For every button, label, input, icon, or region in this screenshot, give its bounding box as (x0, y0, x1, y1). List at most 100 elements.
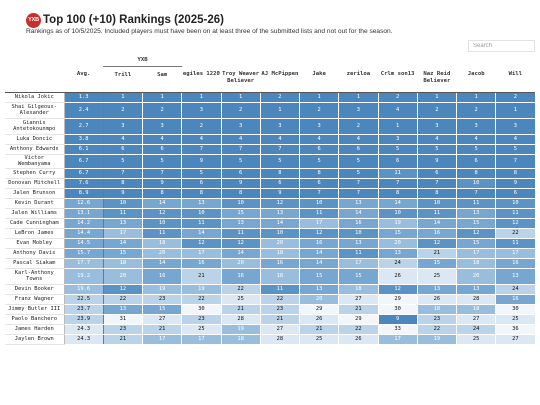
rank-cell: 2 (221, 102, 261, 119)
avg-rank-cell: 24.3 (64, 324, 104, 335)
table-row: Shai Gilgeous-Alexander 2.4 2 2 3 2 1 2 3 4 2 2 1 (5, 102, 535, 119)
rank-cell: 5 (142, 154, 183, 169)
avg-rank-cell: 19.6 (64, 284, 104, 295)
rank-cell: 25 (181, 324, 222, 335)
column-header-sam[interactable]: Sam (142, 66, 182, 93)
table-row: Stephen Curry 6.7 7 7 5 6 8 8 5 11 6 8 8 (5, 168, 535, 179)
rank-cell: 6 (417, 168, 458, 179)
rank-cell: 22 (221, 284, 261, 295)
rank-cell: 25 (299, 334, 340, 345)
avg-rank-cell: 15.7 (64, 248, 104, 259)
rank-cell: 3 (260, 118, 301, 135)
player-name: Anthony Davis (5, 248, 65, 259)
rank-cell: 10 (338, 228, 379, 239)
rank-cell: 2 (378, 92, 418, 103)
column-header-avg[interactable]: Avg. (64, 66, 104, 93)
rank-cell: 14 (299, 248, 340, 259)
rank-cell: 22 (417, 324, 458, 335)
rank-cell: 3 (299, 118, 340, 135)
column-header-jake[interactable]: Jake (299, 66, 339, 93)
table-row: Jimmy Butler III 23.7 13 15 30 21 23 29 21 30 18 18… (5, 304, 535, 315)
rank-cell: 14 (103, 238, 144, 249)
rank-cell: 10 (456, 178, 497, 189)
table-body: Nikola Jokic 1.3 1 1 1 1 2 1 1 2 1 1 2 Shai Gilgeous-… (5, 92, 535, 345)
rank-cell: 3 (142, 118, 183, 135)
column-header-zeriloa[interactable]: zeriloa (338, 66, 379, 93)
rank-cell: 26 (417, 294, 458, 305)
rank-cell: 10 (181, 208, 222, 219)
rank-cell: 4 (378, 102, 418, 119)
rank-cell: 6 (378, 154, 418, 169)
rank-cell: 22 (495, 228, 535, 239)
rank-cell: 3 (417, 118, 458, 135)
table-row: James Harden 24.3 23 21 25 19 27 21 22 33 22 24 36 (5, 324, 535, 335)
rank-cell: 28 (221, 314, 261, 325)
rank-cell: 25 (456, 334, 497, 345)
avg-rank-cell: 13.1 (64, 208, 104, 219)
rank-cell: 11 (495, 238, 535, 249)
column-header-naz[interactable]: Naz Reid Believer (417, 66, 457, 93)
rank-cell: 13 (495, 268, 535, 285)
rank-cell: 13 (103, 218, 144, 229)
rank-cell: 7 (338, 188, 379, 199)
rank-cell: 1 (495, 102, 535, 119)
rank-cell: 13 (103, 304, 144, 315)
search-input[interactable] (468, 40, 535, 52)
rank-cell: 13 (221, 218, 261, 229)
rank-cell: 4 (181, 134, 222, 145)
rank-cell: 5 (378, 144, 418, 155)
rank-cell: 1 (417, 92, 458, 103)
rank-cell: 26 (378, 268, 418, 285)
rank-cell: 14 (299, 258, 340, 269)
rank-cell: 7 (221, 144, 261, 155)
rank-cell: 31 (103, 314, 144, 325)
column-header-trill[interactable]: Trill (103, 66, 143, 93)
column-header-row: Avg. Trill Sam egiles 1220 Troy Weaver B… (5, 66, 535, 93)
column-header-troy[interactable]: Troy Weaver Believer (221, 66, 261, 93)
rank-cell: 14 (221, 248, 261, 259)
rank-cell: 36 (495, 324, 535, 335)
column-header-egiles[interactable]: egiles 1220 (181, 66, 222, 93)
column-header-jacob[interactable]: Jacob (456, 66, 496, 93)
rank-cell: 18 (260, 268, 301, 285)
rank-cell: 5 (456, 144, 497, 155)
table-row: Jalen Williams 13.1 11 12 10 15 13 11 14 10 11 13 11 (5, 208, 535, 219)
rank-cell: 16 (142, 268, 183, 285)
page-subtitle: Rankings as of 10/5/2025. Included playe… (26, 28, 393, 35)
rank-cell: 18 (456, 258, 497, 269)
rank-cell: 5 (299, 154, 340, 169)
rank-cell: 17 (103, 228, 144, 239)
table-row: Paolo Banchero 23.9 31 27 23 28 21 26 29 9 23 27 25 (5, 314, 535, 325)
rank-cell: 13 (338, 198, 379, 209)
player-name: Jaylen Brown (5, 334, 65, 345)
rank-cell: 6 (260, 178, 301, 189)
rank-cell: 5 (260, 154, 301, 169)
column-group-row: YXB (5, 56, 535, 67)
rank-cell: 20 (456, 268, 497, 285)
rank-cell: 9 (142, 178, 183, 189)
rank-cell: 30 (495, 304, 535, 315)
column-header-player (5, 66, 64, 93)
column-header-will[interactable]: Will (495, 66, 535, 93)
rank-cell: 21 (338, 304, 379, 315)
avg-rank-cell: 2.4 (64, 102, 104, 119)
rank-cell: 3 (456, 118, 497, 135)
rank-cell: 1 (338, 92, 379, 103)
table-row: Pascal Siakam 17.7 18 14 16 20 16 14 17 24 15 18 16 (5, 258, 535, 269)
rank-cell: 22 (181, 294, 222, 305)
rank-cell: 16 (417, 228, 458, 239)
avg-rank-cell: 1.3 (64, 92, 104, 103)
column-header-aj[interactable]: AJ McPippen (260, 66, 300, 93)
rank-cell: 4 (260, 134, 301, 145)
rank-cell: 16 (221, 268, 261, 285)
yxb-logo: YXB (26, 13, 41, 28)
player-name: Giannis Antetokounmpo (5, 118, 65, 135)
rank-cell: 23 (142, 294, 183, 305)
rank-cell: 10 (299, 198, 340, 209)
rank-cell: 12 (260, 198, 301, 209)
rank-cell: 4 (495, 134, 535, 145)
rank-cell: 7 (181, 144, 222, 155)
table-row: Evan Mobley 14.5 14 18 12 12 20 16 13 20 12 15 11 (5, 238, 535, 249)
column-header-crlmson[interactable]: Crlm son13 (378, 66, 418, 93)
rank-cell: 11 (221, 228, 261, 239)
